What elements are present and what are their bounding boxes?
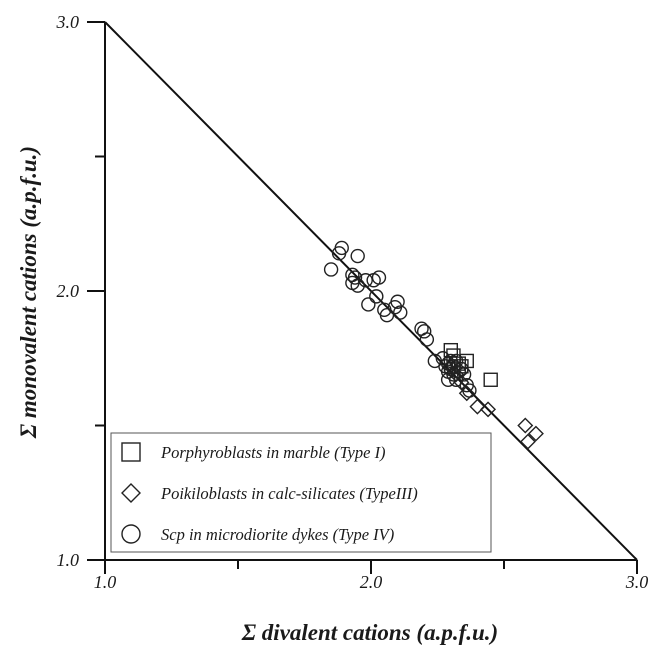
- data-point-circle: [323, 262, 339, 277]
- data-point-square: [483, 372, 498, 387]
- legend-marker-square: [121, 442, 141, 462]
- legend-marker-diamond: [121, 483, 141, 503]
- data-point-circle: [417, 324, 432, 339]
- x-tick-label: 2.0: [360, 572, 383, 592]
- data-point-diamond: [519, 433, 536, 450]
- data-point-square: [443, 342, 458, 358]
- data-point-circle: [393, 305, 408, 320]
- plot-line-layer: [104, 21, 638, 561]
- x-tick-label: 3.0: [625, 572, 649, 592]
- data-point-circle: [369, 289, 384, 304]
- y-tick-labels: 1.0 2.0 3.0: [56, 12, 80, 570]
- series-square: [443, 342, 498, 387]
- y-tick-label: 3.0: [56, 12, 80, 32]
- legend-box: [110, 432, 492, 553]
- data-point-diamond: [527, 425, 544, 442]
- y-tick-label: 2.0: [57, 281, 80, 301]
- data-point-circle: [350, 248, 365, 264]
- data-point-diamond: [517, 417, 534, 434]
- data-point-circle: [371, 270, 387, 285]
- legend-label: Poikiloblasts in calc-silicates (TypeIII…: [160, 484, 418, 503]
- axes-layer: 1.0 2.0 3.0 1.0 2.0 3.0: [56, 12, 649, 592]
- series-circle: [323, 240, 477, 398]
- legend-items: Porphyroblasts in marble (Type I) Poikilo…: [121, 442, 418, 544]
- y-axis-title: Σ monovalent cations (a.p.f.u.): [16, 146, 41, 439]
- data-point-square: [451, 356, 466, 371]
- legend-label: Scp in microdiorite dykes (Type IV): [161, 525, 394, 544]
- data-point-diamond: [453, 374, 470, 391]
- legend-label: Porphyroblasts in marble (Type I): [160, 443, 386, 462]
- x-tick-label: 1.0: [94, 572, 117, 592]
- data-point-diamond: [469, 398, 486, 415]
- data-point-circle: [419, 332, 435, 347]
- y-tick-label: 1.0: [57, 550, 80, 570]
- data-point-square: [459, 353, 474, 369]
- data-point-square: [454, 359, 469, 374]
- data-point-circle: [358, 273, 373, 288]
- data-point-circle: [334, 240, 349, 256]
- data-point-circle: [350, 278, 365, 293]
- legend-item: Poikiloblasts in calc-silicates (TypeIII…: [121, 483, 418, 503]
- data-point-circle: [379, 308, 395, 323]
- data-point-circle: [347, 270, 363, 285]
- data-point-circle: [390, 294, 405, 309]
- series-diamond: [442, 358, 544, 450]
- x-tick-marks: [104, 560, 638, 574]
- data-point-circle: [435, 351, 451, 366]
- data-points: [323, 240, 544, 450]
- legend: Porphyroblasts in marble (Type I) Poikilo…: [110, 432, 492, 553]
- data-point-diamond: [480, 401, 497, 418]
- data-point-diamond: [458, 385, 475, 402]
- legend-marker-circle: [121, 524, 141, 544]
- data-point-circle: [361, 297, 376, 312]
- y-tick-marks: [87, 21, 105, 561]
- x-axis-title: Σ divalent cations (a.p.f.u.): [241, 620, 498, 645]
- reference-line: [104, 21, 638, 561]
- legend-item: Porphyroblasts in marble (Type I): [121, 442, 386, 462]
- legend-item: Scp in microdiorite dykes (Type IV): [121, 524, 394, 544]
- x-tick-labels: 1.0 2.0 3.0: [94, 572, 649, 592]
